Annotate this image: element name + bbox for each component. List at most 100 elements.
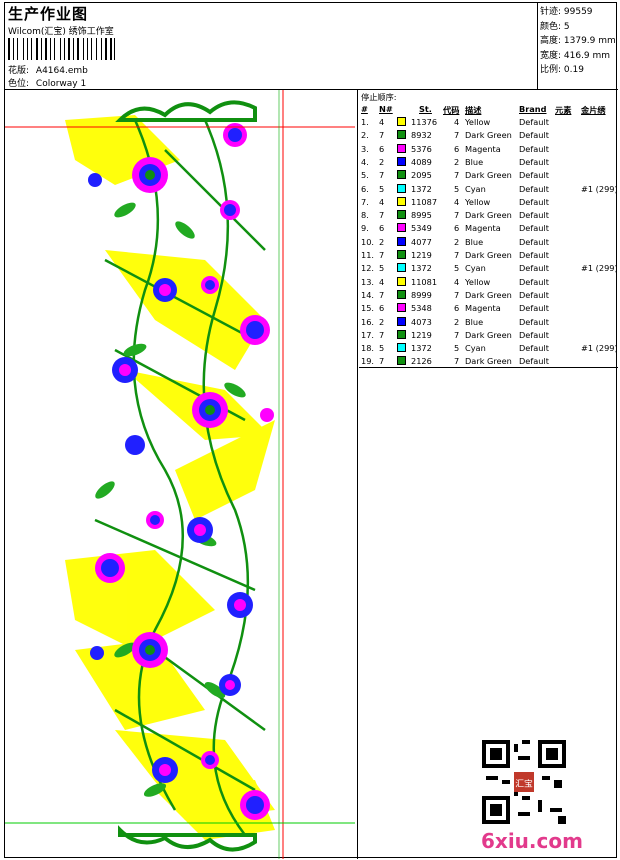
stop-sequence-caption: 停止顺序:: [361, 92, 397, 102]
row-brand: Default: [519, 223, 549, 234]
row-code: 6: [454, 223, 460, 234]
row-needle: 7: [379, 130, 385, 141]
row-description: Cyan: [465, 183, 486, 194]
barcode-bar: [101, 38, 103, 60]
stat-stitches: 针迹: 99559: [540, 7, 593, 17]
barcode-bar: [12, 38, 14, 60]
row-number: 13.: [361, 276, 375, 287]
row-code: 7: [454, 356, 460, 367]
row-number: 9.: [361, 223, 369, 234]
row-number: 17.: [361, 329, 375, 340]
row-code: 7: [454, 289, 460, 300]
row-description: Dark Green: [465, 356, 512, 367]
row-brand: Default: [519, 263, 549, 274]
barcode-bar: [41, 38, 43, 60]
row-stitches: 5349: [411, 223, 432, 234]
row-brand: Default: [519, 329, 549, 340]
design-file-name: A4164.emb: [35, 66, 88, 76]
barcode-bar: [70, 38, 72, 60]
stop-row: 13. 4 11081 4 Yellow Default: [359, 276, 618, 290]
barcode-bar: [24, 38, 26, 60]
barcode-bar: [17, 38, 19, 60]
row-needle: 7: [379, 170, 385, 181]
row-number: 2.: [361, 130, 369, 141]
row-needle: 5: [379, 263, 385, 274]
color-swatch: [397, 316, 406, 326]
row-number: 4.: [361, 156, 369, 167]
qr-seal-text: 汇宝: [515, 777, 533, 789]
header-divider: [5, 89, 618, 90]
row-brand: Default: [519, 289, 549, 300]
stat-colors: 颜色: 5: [540, 21, 570, 32]
row-needle: 7: [379, 210, 385, 221]
stop-row: 12. 5 1372 5 Cyan Default #1 (299): [359, 263, 618, 276]
row-brand: Default: [519, 356, 549, 367]
production-sheet: 生产作业图 Wilcom(汇宝) 绣饰工作室 花版: A4164.emb 色位:…: [4, 2, 618, 859]
stop-row: 1. 4 11376 4 Yellow Default: [359, 117, 618, 130]
embroidery-design-preview: [5, 90, 358, 859]
colorway-label: 色位:: [8, 79, 30, 89]
col-header-num: #: [361, 104, 368, 114]
stop-row: 11. 7 1219 7 Dark Green Default: [359, 250, 618, 263]
row-description: Cyan: [465, 343, 486, 354]
row-number: 10.: [361, 236, 375, 247]
sheet-title: 生产作业图: [8, 5, 89, 23]
row-brand: Default: [519, 303, 549, 314]
barcode-bar: [109, 38, 112, 60]
row-description: Yellow: [465, 196, 491, 207]
stop-row: 19. 7 2126 7 Dark Green Default: [359, 356, 618, 369]
row-code: 7: [454, 210, 460, 221]
barcode-bar: [8, 38, 10, 60]
barcode-bar: [43, 38, 44, 60]
row-needle: 7: [379, 250, 385, 260]
row-description: Yellow: [465, 276, 491, 287]
row-stitches: 5376: [411, 143, 432, 154]
row-stitches: 5348: [411, 303, 432, 314]
barcode-bar: [26, 38, 29, 60]
col-header-element: 元素: [555, 105, 572, 115]
qr-code: 汇宝: [482, 740, 566, 824]
barcode-bar: [29, 38, 31, 60]
sheet-header: 生产作业图 Wilcom(汇宝) 绣饰工作室 花版: A4164.emb 色位:…: [5, 3, 538, 89]
row-needle: 2: [379, 316, 385, 327]
design-label: 花版:: [8, 66, 30, 76]
color-swatch: [397, 303, 406, 313]
barcode-bar: [82, 38, 84, 60]
barcode-bar: [105, 38, 107, 60]
row-needle: 4: [379, 196, 385, 207]
row-description: Dark Green: [465, 130, 512, 141]
barcode-bar: [66, 38, 68, 60]
row-stitches: 2126: [411, 356, 432, 367]
row-brand: Default: [519, 196, 549, 207]
barcode-bar: [49, 38, 52, 60]
row-number: 7.: [361, 196, 369, 207]
flower-motifs: [88, 123, 274, 820]
row-stitches: 8999: [411, 289, 432, 300]
color-swatch: [397, 210, 406, 220]
barcode-bar: [80, 38, 82, 60]
row-needle: 2: [379, 156, 385, 167]
embroidery-artwork: [5, 90, 355, 859]
site-logo: 6xiu.com: [481, 829, 583, 853]
row-code: 5: [454, 263, 460, 274]
design-stats: 针迹: 99559 颜色: 5 高度: 1379.9 mm 宽度: 416.9 …: [538, 3, 618, 89]
row-code: 5: [454, 183, 460, 194]
color-swatch: [397, 130, 406, 140]
color-swatch: [397, 170, 406, 180]
color-swatch: [397, 223, 406, 233]
barcode-bar: [47, 38, 49, 60]
row-brand: Default: [519, 156, 549, 167]
row-stitches: 2095: [411, 170, 432, 181]
stop-row: 15. 6 5348 6 Magenta Default: [359, 303, 618, 316]
col-header-needle: N#: [379, 104, 393, 114]
barcode-bar: [52, 38, 54, 60]
stat-height: 高度: 1379.9 mm: [540, 36, 616, 46]
stop-row: 16. 2 4073 2 Blue Default: [359, 316, 618, 330]
row-description: Blue: [465, 236, 484, 247]
col-header-stitches: St.: [419, 104, 432, 114]
barcode-bar: [84, 38, 86, 60]
row-stitches: 4073: [411, 316, 432, 327]
row-needle: 7: [379, 289, 385, 300]
stat-width: 宽度: 416.9 mm: [540, 50, 611, 61]
row-number: 1.: [361, 117, 369, 127]
